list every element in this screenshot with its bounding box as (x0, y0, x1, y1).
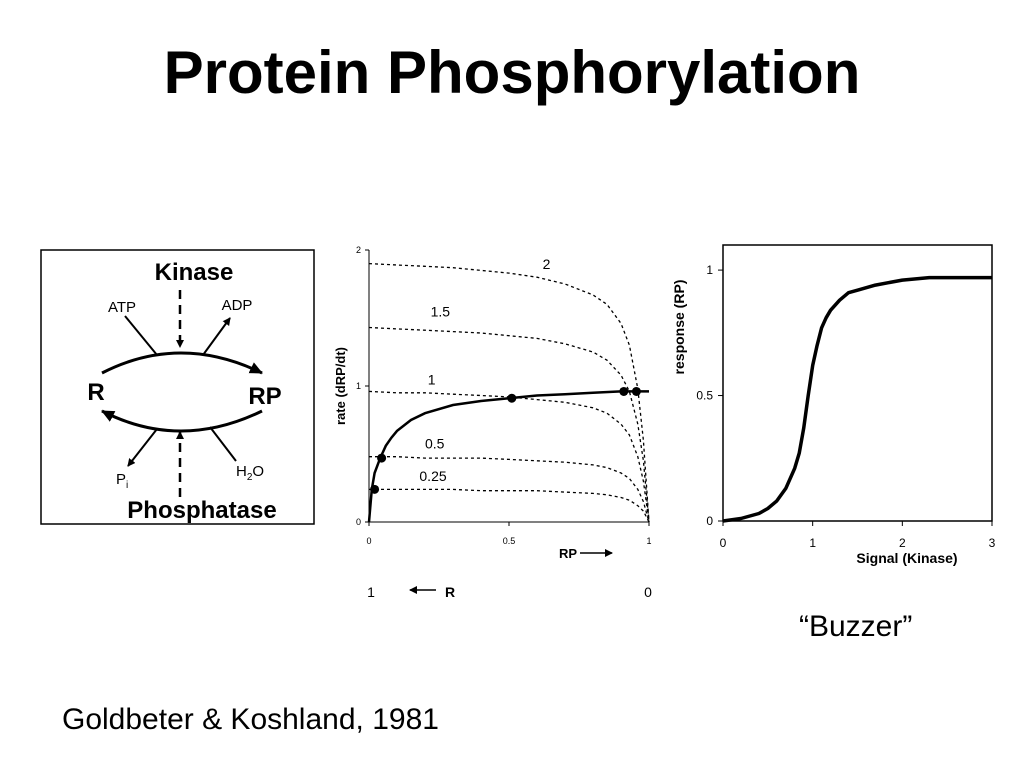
rate-plot-y-tick-label: 1 (356, 381, 361, 391)
rate-plot-series-label: 2 (543, 256, 551, 272)
adp-label: ADP (222, 297, 253, 314)
buzzer-caption: “Buzzer” (799, 610, 913, 643)
water-arrow (209, 426, 237, 462)
phosphate-arrow (127, 428, 158, 467)
rate-plot: 0 0.5 1 0 1 2 2 1.5 1 0.5 0.25 rate (dRP/dt) RP 1… (333, 245, 652, 600)
r-axis-left-label: 1 (367, 584, 375, 600)
response-plot-y-tick-label: 0.5 (696, 389, 713, 403)
rate-plot-phosphatase-curve (367, 390, 649, 523)
rate-plot-steady-state-point (507, 393, 517, 403)
rate-plot-series-label: 0.25 (419, 468, 446, 484)
atp-arrow (124, 315, 158, 356)
rate-plot-steady-state-point (377, 453, 387, 463)
rate-plot-kinase-curve (369, 488, 650, 523)
r-axis-label: R (445, 584, 455, 600)
response-plot-x-tick-label: 0 (720, 536, 727, 550)
response-plot-y-label: response (RP) (671, 280, 687, 375)
response-plot-frame (722, 244, 993, 522)
rate-plot-kinase-curve (368, 262, 650, 523)
response-plot-y-tick-label: 1 (706, 263, 713, 277)
rate-plot-kinase-curve (368, 390, 650, 523)
r-axis-right-label: 0 (644, 584, 652, 600)
slide-title: Protein Phosphorylation (163, 39, 861, 106)
rate-plot-x-tick-label: 0 (366, 536, 371, 546)
adp-arrow (202, 317, 231, 356)
rate-plot-steady-state-point (370, 484, 380, 494)
response-plot-x-tick-label: 2 (899, 536, 906, 550)
forward-reaction-arc (101, 351, 263, 375)
rate-plot-x-tick-label: 0.5 (503, 536, 516, 546)
rate-plot-kinase-curve (369, 456, 650, 523)
rate-plot-y-tick-label: 0 (356, 517, 361, 527)
rate-plot-series-label: 1.5 (431, 304, 451, 320)
rate-plot-y-tick-label: 2 (356, 245, 361, 255)
rate-plot-series-label: 0.5 (425, 436, 445, 452)
rate-plot-kinase-curve (368, 326, 650, 523)
rate-plot-y-label: rate (dRP/dt) (333, 347, 348, 425)
phosphatase-label: Phosphatase (127, 497, 276, 524)
response-plot-x-label: Signal (Kinase) (856, 550, 957, 566)
water-label: H2O (236, 463, 264, 483)
rate-plot-x-tick-label: 1 (646, 536, 651, 546)
citation-text: Goldbeter & Koshland, 1981 (62, 703, 439, 736)
substrate-r-label: R (87, 379, 104, 406)
response-plot-y-tick-label: 0 (706, 514, 713, 528)
rate-plot-steady-state-point (619, 386, 629, 396)
rate-plot-x-label: RP (559, 546, 577, 561)
diagram-frame (40, 249, 315, 525)
rate-plot-steady-state-point (631, 386, 641, 396)
response-plot-x-tick-label: 1 (809, 536, 816, 550)
response-plot-curve (722, 275, 992, 523)
rate-plot-series-label: 1 (428, 372, 436, 388)
kinase-label: Kinase (155, 259, 234, 286)
phosphorylation-cycle-diagram: Kinase Phosphatase R RP ATP ADP Pi H2O (40, 249, 315, 525)
reverse-reaction-arc (101, 409, 263, 433)
product-rp-label: RP (248, 383, 281, 410)
atp-label: ATP (108, 299, 136, 316)
response-plot: 0 1 2 3 0 0.5 1 response (RP) Signal (Kinase) (671, 244, 996, 566)
response-plot-x-tick-label: 3 (989, 536, 996, 550)
phosphate-label: Pi (116, 471, 128, 491)
